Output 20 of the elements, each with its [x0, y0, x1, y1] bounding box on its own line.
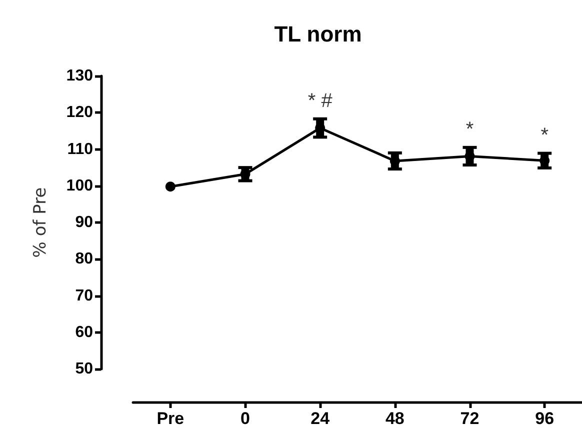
y-tick-label: 120 [66, 104, 94, 122]
y-tick-label: 110 [67, 140, 94, 158]
annotation: * [466, 118, 474, 140]
annotation: * [540, 124, 549, 146]
chart-title: TL norm [274, 22, 362, 46]
y-tick-label: 50 [75, 360, 94, 378]
y-axis-title: % of Pre [30, 187, 50, 258]
y-tick-label: 60 [75, 324, 94, 341]
x-tick-label: 48 [385, 409, 404, 428]
y-tick-label: 80 [75, 250, 94, 268]
x-tick-label: Pre [156, 409, 184, 428]
x-tick-label: 0 [240, 409, 250, 428]
x-tick-label: 24 [310, 409, 330, 428]
y-tick-label: 90 [75, 214, 94, 231]
y-tick-label: 100 [66, 177, 94, 194]
y-tick-label: 130 [66, 68, 94, 84]
x-tick-label: 72 [460, 409, 480, 428]
y-tick-label: 70 [75, 287, 94, 304]
x-tick-label: 96 [535, 409, 554, 428]
annotation: * # [308, 90, 334, 112]
